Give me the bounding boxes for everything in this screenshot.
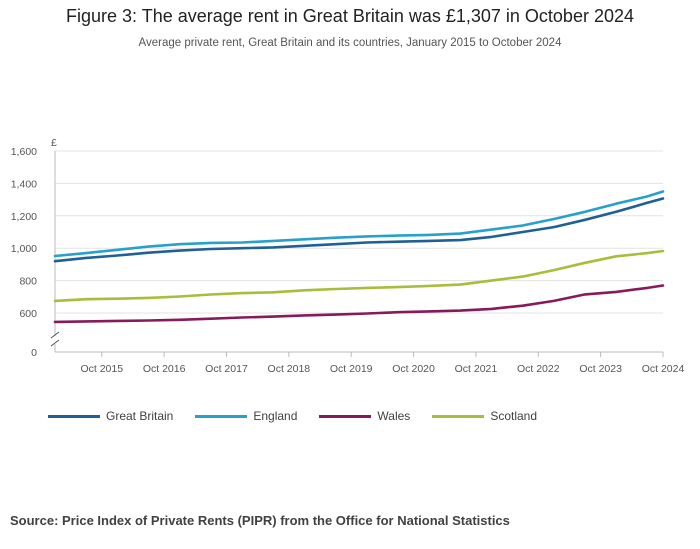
legend-item-scotland[interactable]: Scotland	[432, 409, 537, 423]
y-tick-label-1000: 1,000	[11, 243, 37, 255]
series-line-scotland	[53, 249, 665, 303]
legend-label-great-britain: Great Britain	[106, 409, 174, 423]
source-note: Source: Price Index of Private Rents (PI…	[10, 513, 510, 528]
legend-label-england: England	[253, 409, 298, 423]
legend-label-wales: Wales	[377, 409, 411, 423]
y-tick-label-1200: 1,200	[11, 211, 37, 223]
legend-item-england[interactable]: England	[195, 409, 297, 423]
y-tick-label-0: 0	[31, 347, 37, 359]
x-tick-label-8: Oct 2023	[579, 363, 622, 375]
legend-item-great-britain[interactable]: Great Britain	[48, 409, 173, 423]
x-tick-label-2: Oct 2017	[205, 363, 248, 375]
line-chart: £0 600 800 1,000 1,200 1,400 1,600 Oct 2015 Oct …	[11, 137, 685, 375]
x-tick-label-3: Oct 2018	[268, 363, 311, 375]
legend-swatch-scotland	[432, 414, 485, 418]
axis-break-mark-bottom	[50, 339, 60, 347]
legend-label-scotland: Scotland	[490, 409, 538, 423]
y-tick-label-1400: 1,400	[11, 178, 37, 190]
x-tick-label-1: Oct 2016	[143, 363, 186, 375]
y-tick-label-1600: 1,600	[11, 146, 37, 158]
y-axis-label: £	[51, 137, 57, 149]
x-tick-label-9: Oct 2024	[642, 363, 685, 375]
y-tick-label-600: 600	[19, 308, 37, 320]
x-tick-label-7: Oct 2022	[517, 363, 560, 375]
legend-swatch-great-britain	[48, 414, 100, 418]
legend-swatch-england	[195, 414, 248, 418]
series-line-england	[53, 190, 665, 258]
x-tick-label-5: Oct 2020	[392, 363, 435, 375]
y-tick-label-800: 800	[19, 276, 37, 288]
legend-item-wales[interactable]: Wales	[319, 409, 410, 423]
chart-legend: Great Britain England Wales Scotland	[48, 409, 559, 423]
x-tick-label-4: Oct 2019	[330, 363, 373, 375]
chart-title: Figure 3: The average rent in Great Brit…	[66, 6, 634, 26]
series-line-wales	[53, 284, 665, 324]
series-line-great-britain	[53, 197, 665, 263]
chart-subtitle: Average private rent, Great Britain and …	[138, 37, 562, 49]
x-tick-label-6: Oct 2021	[455, 363, 498, 375]
legend-swatch-wales	[319, 414, 372, 418]
axis-break-mark-top	[50, 331, 60, 339]
x-tick-label-0: Oct 2015	[80, 363, 123, 375]
